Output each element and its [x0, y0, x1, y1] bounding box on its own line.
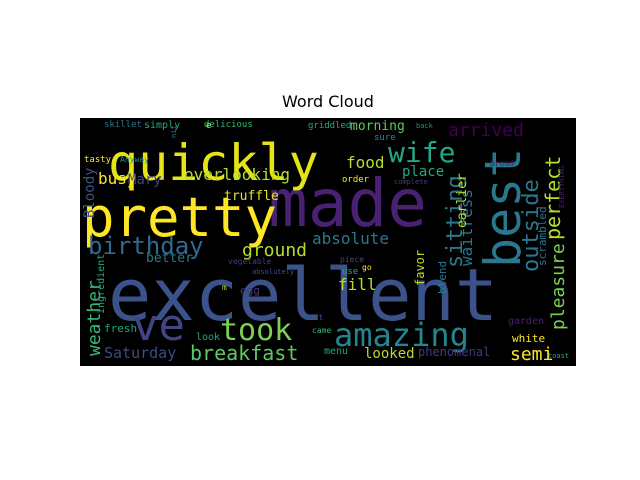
cloud-word-griddled: griddled — [308, 121, 351, 131]
cloud-word-excellent: excellent — [108, 253, 498, 337]
cloud-word-anyway: Anyway — [120, 155, 149, 164]
cloud-word-earlier: earlier — [455, 173, 470, 228]
cloud-word-wait: wait — [304, 313, 323, 322]
cloud-word-waitress: waitress — [457, 189, 476, 266]
word-cloud: excellent made pretty quickly best ve amazing t… — [80, 118, 576, 366]
chart-title: Word Cloud — [282, 92, 374, 111]
cloud-word-wife: wife — [388, 136, 455, 169]
cloud-word-everything: EVERYTHING — [558, 166, 566, 208]
cloud-word-looked: looked — [364, 346, 415, 362]
cloud-word-vegetable: vegetable — [228, 257, 272, 266]
cloud-word-nit: nit — [170, 125, 178, 138]
cloud-word-garden: garden — [508, 316, 544, 327]
cloud-word-morning: morning — [350, 119, 405, 134]
cloud-word-pleasure: pleasure — [548, 243, 569, 330]
cloud-word-phenomenal: phenomenal — [418, 345, 490, 359]
cloud-word-go: go — [362, 263, 372, 272]
cloud-word-arrived: arrived — [448, 120, 524, 141]
cloud-word-best: best — [474, 148, 532, 268]
cloud-word-sitting: sitting — [443, 175, 468, 268]
cloud-word-menu: menu — [324, 346, 348, 357]
cloud-word-favor: favor — [413, 250, 427, 286]
cloud-word-simply: simply — [144, 120, 180, 131]
cloud-word-absolute: absolute — [312, 229, 389, 248]
cloud-word-birthday: birthday — [88, 232, 204, 260]
cloud-word-ve: ve — [132, 300, 185, 351]
cloud-word-sure: sure — [374, 133, 396, 143]
cloud-word-use: use — [342, 267, 358, 277]
cloud-word-better: better — [146, 251, 193, 266]
cloud-word-look: look — [196, 332, 220, 343]
cloud-word-fill: fill — [338, 275, 377, 294]
cloud-word-white: white — [512, 332, 545, 345]
cloud-word-overlooking: overlooking — [184, 165, 290, 184]
cloud-word-made: made — [268, 165, 427, 242]
cloud-word-complete: complete — [394, 178, 428, 186]
cloud-word-perfect: perfect — [541, 156, 565, 240]
cloud-word-truffle: truffle — [224, 189, 279, 204]
cloud-word-bloody: Bloody — [82, 167, 98, 218]
cloud-word-mary: Mary — [128, 172, 162, 188]
cloud-word-tasty: tasty — [84, 155, 112, 165]
cloud-word-broad: broad — [490, 159, 514, 168]
cloud-word-pretty: pretty — [82, 186, 277, 249]
cloud-word-ingredient: ingredient — [96, 254, 107, 314]
cloud-word-busy: busy — [98, 169, 137, 188]
cloud-word-delicious: delicious — [204, 120, 253, 130]
cloud-word-skillet: skillet — [104, 120, 142, 130]
cloud-word-quickly: quickly — [108, 134, 319, 192]
cloud-word-semi: semi — [510, 344, 553, 365]
cloud-word-ground: ground — [242, 240, 307, 261]
cloud-word-weather: weather — [84, 280, 105, 356]
cloud-word-saturday: Saturday — [104, 344, 176, 362]
cloud-word-absolutely: absolutely — [252, 268, 294, 276]
cloud-word-m: m — [222, 283, 227, 292]
cloud-word-blend: blend — [436, 261, 449, 294]
cloud-word-toast: toast — [548, 352, 569, 360]
word-cloud-background — [80, 118, 576, 366]
cloud-word-food: food — [346, 153, 385, 172]
cloud-word-egg: egg — [240, 284, 260, 297]
cloud-word-breakfast: breakfast — [190, 341, 298, 365]
cloud-word-place: place — [402, 164, 444, 180]
cloud-word-outside: outside — [519, 179, 544, 272]
cloud-word-came: came — [312, 326, 331, 335]
cloud-word-took: took — [220, 313, 292, 348]
cloud-word-amazing: amazing — [334, 316, 469, 354]
cloud-word-back: back — [416, 122, 434, 130]
cloud-word-order: order — [342, 175, 370, 185]
cloud-word-fresh: fresh — [104, 322, 137, 335]
cloud-word-scrambled: scrambled — [536, 206, 549, 266]
cloud-word-piece: piece — [340, 255, 364, 264]
cloud-word-e: e — [206, 121, 211, 131]
